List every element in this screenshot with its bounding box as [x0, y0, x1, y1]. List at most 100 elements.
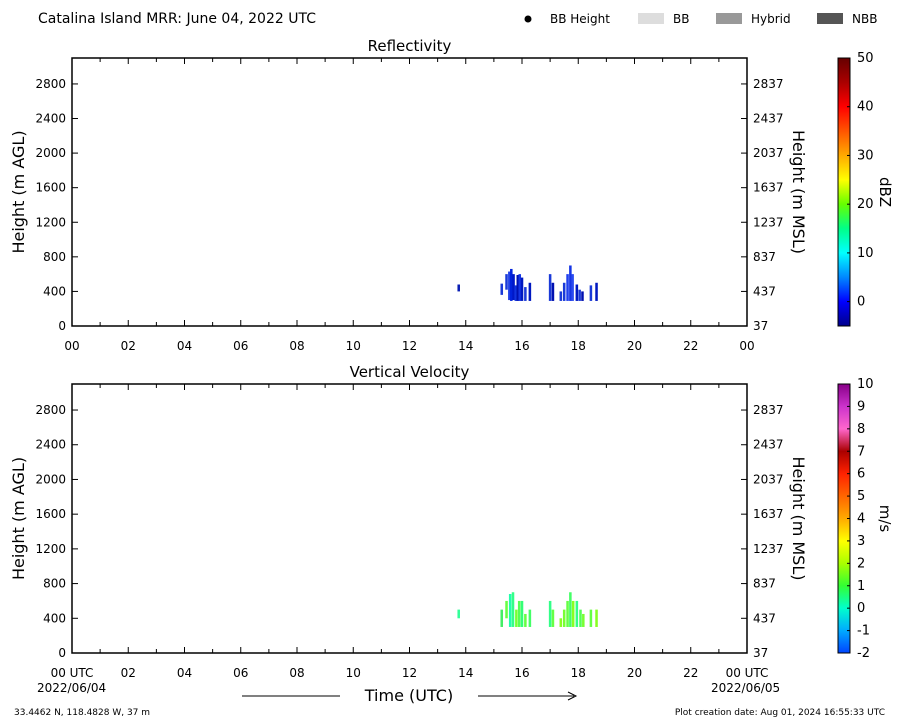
data-column: [517, 600, 521, 627]
y-tick-label: 800: [43, 250, 66, 264]
x-tick-label: 10: [346, 666, 361, 680]
colorbar-tick-label: 4: [857, 512, 865, 527]
data-column: [551, 282, 555, 301]
y-tick-label-right: 2437: [753, 438, 784, 452]
station-location: 33.4462 N, 118.4828 W, 37 m: [14, 708, 150, 718]
y-tick-label-right: 2037: [753, 472, 784, 486]
data-column: [582, 613, 585, 627]
start-date: 2022/06/04: [37, 681, 106, 695]
x-tick-label: 08: [289, 666, 304, 680]
y-tick-label-right: 837: [753, 250, 776, 264]
y-tick-label-right: 37: [753, 646, 768, 660]
y-axis-label-right: Height (m MSL): [789, 456, 808, 580]
y-tick-label: 0: [58, 646, 66, 660]
x-tick-label: 14: [458, 339, 473, 353]
legend-label-bb: BB: [673, 12, 689, 26]
y-tick-label: 0: [58, 319, 66, 333]
band-legend: BB Height BB Hybrid NBB: [524, 12, 877, 26]
x-tick-label: 16: [514, 666, 529, 680]
x-tick-label: 00 UTC: [726, 666, 769, 680]
plot-frame: [71, 383, 748, 654]
legend-swatch-hybrid: [716, 13, 742, 24]
colorbar-tick-label: 0: [857, 295, 865, 310]
y-tick-label-right: 2437: [753, 112, 784, 126]
legend-label-bb-height: BB Height: [550, 12, 610, 26]
x-tick-label: 16: [514, 339, 529, 353]
end-date: 2022/06/05: [711, 681, 780, 695]
colorbar-tick-label: 3: [857, 534, 865, 549]
colorbar-tick-label: 10: [857, 377, 874, 392]
data-column: [571, 274, 574, 301]
data-column: [569, 265, 572, 301]
data-column: [589, 285, 593, 301]
data-column: [524, 613, 527, 627]
data-column: [559, 618, 563, 627]
data-column: [515, 609, 518, 627]
y-tick-label: 2400: [35, 112, 66, 126]
y-tick-label: 1200: [35, 215, 66, 229]
data-column: [548, 274, 552, 301]
x-tick-label: 14: [458, 666, 473, 680]
colorbar: [837, 57, 851, 327]
x-tick-label: 06: [233, 339, 248, 353]
figure-title: Catalina Island MRR: June 04, 2022 UTC: [38, 11, 316, 27]
data-column: [508, 593, 512, 627]
data-column: [566, 274, 569, 301]
x-tick-label: 18: [571, 339, 586, 353]
x-axis-label: Time (UTC): [364, 686, 453, 705]
y-axis-label: Height (m AGL): [9, 130, 28, 253]
data-column: [457, 284, 460, 292]
data-column: [500, 609, 504, 627]
data-column: [575, 284, 579, 301]
x-tick-label: 08: [289, 339, 304, 353]
data-column: [559, 291, 563, 301]
y-tick-label: 2800: [35, 77, 66, 91]
data-column: [520, 277, 524, 301]
x-tick-label: 22: [683, 339, 698, 353]
x-tick-label: 02: [121, 666, 136, 680]
colorbar-tick-label: -2: [857, 646, 870, 661]
colorbar-label: dBZ: [876, 177, 894, 207]
data-column: [508, 271, 511, 301]
colorbar-tick-label: 5: [857, 489, 865, 504]
y-tick-label-right: 2837: [753, 403, 784, 417]
data-column: [524, 287, 527, 301]
x-tick-label: 02: [121, 339, 136, 353]
data-column: [569, 592, 572, 627]
colorbar-tick-label: 2: [857, 556, 865, 571]
x-tick-label: 12: [402, 666, 417, 680]
colorbar-tick-label: 10: [857, 246, 874, 261]
data-column: [457, 609, 460, 619]
x-tick-label: 20: [627, 666, 642, 680]
data-column: [516, 274, 520, 301]
y-tick-label: 400: [43, 284, 66, 298]
data-column: [511, 592, 515, 627]
data-column: [551, 609, 555, 627]
panel-title: Reflectivity: [368, 37, 452, 55]
x-tick-label: 00: [739, 339, 754, 353]
y-tick-label: 1600: [35, 181, 66, 195]
data-column: [595, 609, 598, 627]
colorbar-tick-label: -1: [857, 624, 870, 639]
data-column: [566, 600, 569, 627]
data-column: [505, 274, 508, 290]
data-column: [512, 274, 515, 301]
y-tick-label-right: 1637: [753, 181, 784, 195]
colorbar-tick-label: 30: [857, 148, 874, 163]
data-column: [578, 289, 581, 301]
y-tick-label-right: 837: [753, 577, 776, 591]
y-tick-label: 2800: [35, 403, 66, 417]
legend-label-hybrid: Hybrid: [751, 12, 791, 26]
y-tick-label: 2400: [35, 438, 66, 452]
panel-title: Vertical Velocity: [350, 363, 470, 381]
colorbar-tick-label: 8: [857, 422, 865, 437]
colorbar-label: m/s: [876, 505, 894, 533]
x-tick-label: 20: [627, 339, 642, 353]
x-tick-label: 06: [233, 666, 248, 680]
y-tick-label-right: 37: [753, 319, 768, 333]
x-tick-label: 12: [402, 339, 417, 353]
y-tick-label-right: 437: [753, 611, 776, 625]
